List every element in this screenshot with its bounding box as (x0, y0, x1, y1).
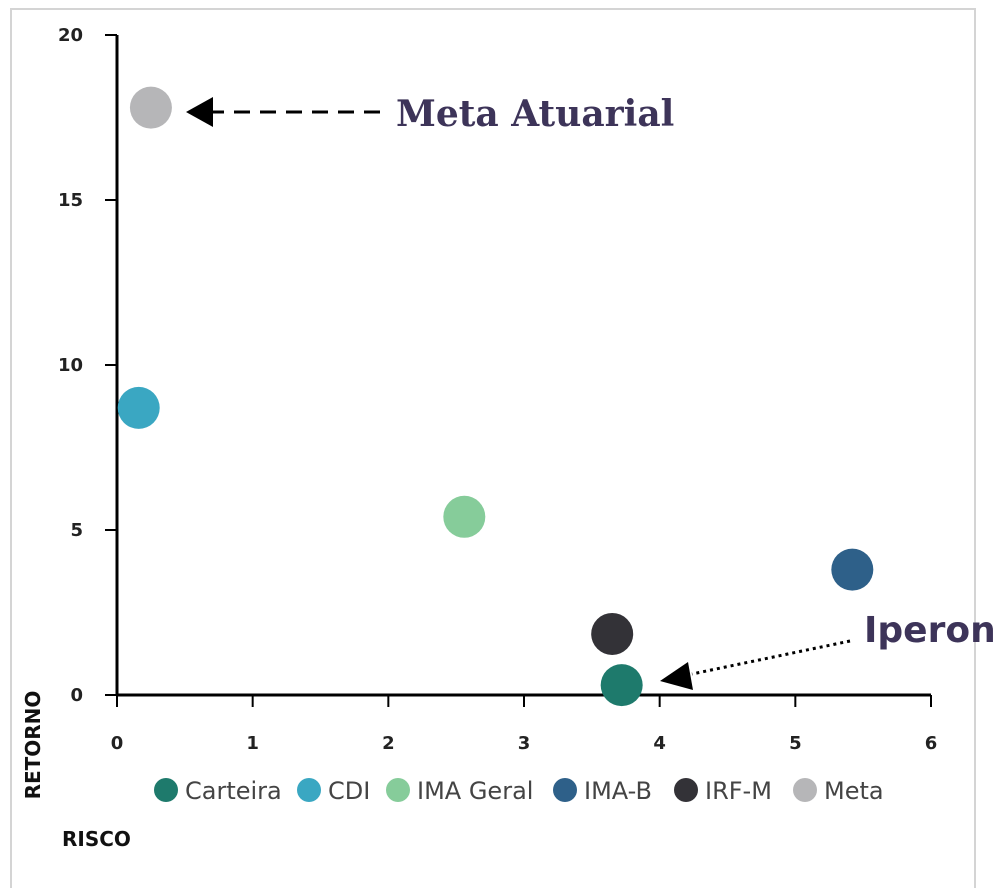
legend-label-irf-m: IRF-M (705, 777, 772, 805)
y-axis-title: RETORNO (21, 691, 45, 800)
y-ticks: 0 5 10 15 20 (58, 25, 117, 706)
x-tick-label: 4 (653, 733, 666, 754)
x-tick-label: 6 (925, 733, 938, 754)
x-ticks: 0 1 2 3 4 5 6 (111, 695, 938, 754)
legend-label-carteira: Carteira (185, 777, 282, 805)
y-tick-label: 5 (70, 520, 83, 541)
legend-label-ima-geral: IMA Geral (417, 777, 533, 805)
legend-label-meta: Meta (824, 777, 884, 805)
y-tick-label: 20 (58, 25, 83, 46)
iperon-arrowhead-icon (660, 662, 693, 690)
legend-marker-ima-geral (386, 778, 410, 802)
meta-atuarial-annotation: Meta Atuarial (396, 93, 674, 135)
y-tick-label: 15 (58, 190, 83, 211)
x-tick-label: 0 (111, 733, 124, 754)
point-meta (129, 86, 172, 129)
x-tick-label: 2 (382, 733, 395, 754)
data-points (117, 86, 874, 707)
point-irf-m (591, 612, 634, 655)
x-tick-label: 1 (246, 733, 259, 754)
x-tick-label: 3 (518, 733, 531, 754)
legend: Carteira CDI IMA Geral IMA-B IRF-M Meta (154, 777, 884, 805)
chart-frame (10, 8, 976, 888)
y-tick-label: 10 (58, 355, 83, 376)
meta-arrowhead-icon (186, 97, 213, 127)
point-ima-geral (443, 495, 486, 538)
legend-marker-irf-m (674, 778, 698, 802)
legend-marker-cdi (297, 778, 321, 802)
legend-marker-ima-b (553, 778, 577, 802)
legend-marker-meta (793, 778, 817, 802)
x-axis-title: RISCO (62, 827, 131, 851)
iperon-annotation: Iperon (864, 610, 996, 651)
x-tick-label: 5 (789, 733, 802, 754)
point-carteira (600, 664, 643, 707)
legend-label-cdi: CDI (328, 777, 370, 805)
point-cdi (117, 386, 160, 429)
legend-label-ima-b: IMA-B (584, 777, 652, 805)
point-ima-b (831, 548, 874, 591)
y-tick-label: 0 (70, 685, 83, 706)
legend-marker-carteira (154, 778, 178, 802)
iperon-annotation-arrow (691, 639, 851, 676)
